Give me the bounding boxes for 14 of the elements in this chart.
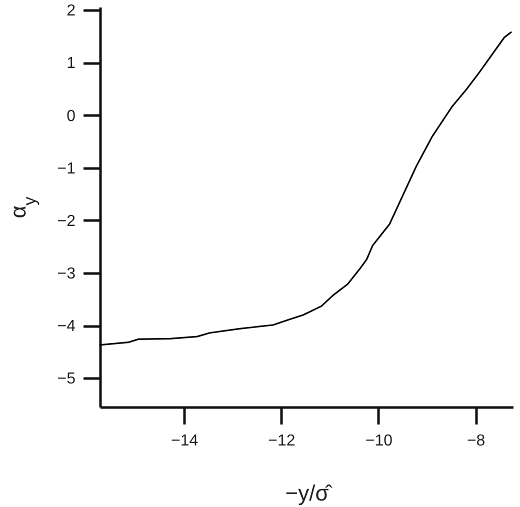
x-tick-label: −14: [170, 432, 198, 450]
y-tick-label: −3: [57, 265, 76, 282]
y-tick-label: 2: [66, 2, 76, 20]
y-tick-label: 1: [66, 55, 76, 72]
x-tick-label: −12: [268, 432, 296, 450]
y-tick-label: −2: [57, 212, 76, 230]
y-tick-label: −1: [57, 160, 76, 178]
y-tick-label: −5: [57, 370, 76, 388]
y-tick-label: −4: [57, 318, 76, 336]
line-series: [99, 31, 512, 346]
x-tick-label: −10: [365, 432, 393, 450]
x-tick-label: −8: [466, 432, 486, 450]
y-tick-label: 0: [66, 108, 76, 125]
x-axis-title: −y/σ̂: [285, 480, 333, 506]
